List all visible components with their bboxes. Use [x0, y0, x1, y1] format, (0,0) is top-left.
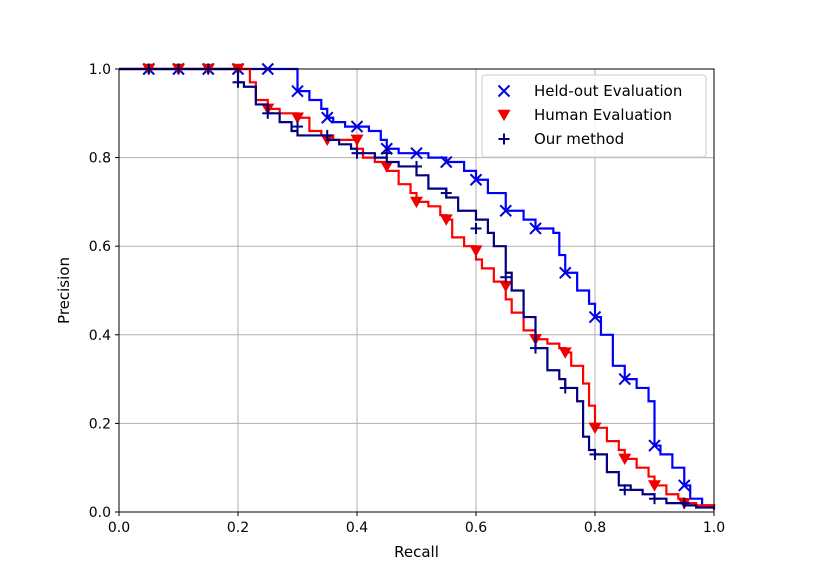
data-point	[380, 161, 394, 173]
data-point	[232, 76, 244, 88]
y-tick-label: 0.0	[89, 505, 111, 521]
y-tick-label: 0.2	[89, 416, 111, 432]
y-tick-label: 0.6	[89, 239, 111, 255]
legend: Held-out Evaluation Human Evaluation Our m…	[481, 74, 707, 158]
data-point	[559, 266, 572, 279]
data-point	[588, 422, 602, 435]
data-point	[619, 484, 631, 496]
legend-item: Held-out Evaluation	[497, 82, 682, 100]
legend-marker-icon	[498, 133, 510, 145]
data-point	[351, 147, 363, 159]
data-point	[558, 347, 572, 359]
x-tick-label: 0.2	[227, 520, 249, 536]
data-point	[678, 479, 691, 492]
data-point	[678, 497, 690, 509]
data-point	[559, 382, 571, 394]
x-tick-label: 1.0	[703, 520, 725, 536]
data-point	[350, 120, 364, 133]
legend-marker-icon	[497, 84, 511, 98]
data-point	[439, 214, 453, 226]
data-point	[321, 129, 333, 141]
data-point	[291, 84, 304, 98]
data-point	[440, 155, 453, 169]
data-point	[321, 111, 334, 124]
legend-box	[481, 74, 707, 158]
data-point	[649, 493, 660, 505]
data-point	[500, 271, 512, 283]
x-tick-label: 0.0	[108, 520, 130, 536]
data-point	[350, 134, 364, 147]
data-point	[469, 173, 483, 186]
legend-label: Held-out Evaluation	[534, 82, 682, 100]
data-point	[411, 160, 422, 172]
legend-label: Our method	[534, 130, 624, 148]
y-tick-label: 0.4	[89, 328, 111, 344]
plot-frame	[118, 68, 715, 513]
legend-item: Our method	[498, 130, 624, 148]
data-point	[648, 480, 661, 492]
data-point	[530, 342, 541, 354]
legend-item: Human Evaluation	[497, 106, 672, 124]
data-point	[470, 222, 482, 234]
data-point	[381, 147, 393, 159]
data-point	[648, 439, 661, 452]
data-point	[292, 121, 303, 133]
x-tick-label: 0.6	[465, 520, 487, 536]
data-point	[262, 107, 274, 119]
data-point	[618, 372, 631, 386]
data-point	[410, 196, 423, 209]
data-point	[499, 280, 513, 293]
legend-label: Human Evaluation	[534, 106, 672, 124]
data-point	[469, 245, 483, 257]
data-point	[499, 204, 512, 217]
data-point	[588, 310, 602, 324]
series-held-out-evaluation	[119, 62, 716, 508]
x-axis-label: Recall	[394, 543, 439, 561]
series-line	[119, 67, 716, 510]
data-point	[529, 222, 542, 235]
legend-marker-icon	[497, 109, 511, 122]
y-tick-label: 1.0	[89, 62, 111, 78]
data-point	[410, 146, 423, 160]
data-point	[291, 112, 304, 124]
ticks: 0.0 0.2 0.4 0.6 0.8 1.0 0.0 0.2 0.4 0.6 0.8 1.0	[89, 62, 725, 536]
x-tick-label: 0.8	[584, 520, 606, 536]
data-point	[440, 187, 452, 199]
data-point	[618, 453, 632, 466]
data-point	[589, 448, 601, 460]
x-tick-label: 0.4	[346, 520, 368, 536]
y-tick-label: 0.8	[89, 151, 111, 167]
y-axis-label: Precision	[55, 257, 73, 324]
